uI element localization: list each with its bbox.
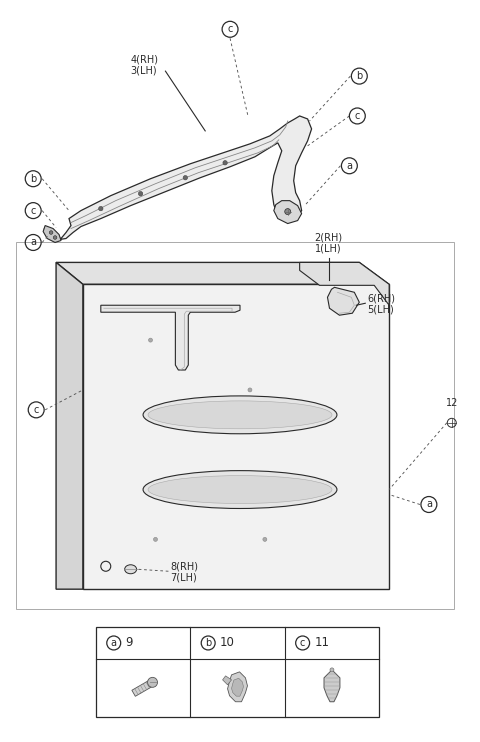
Polygon shape [56,263,83,589]
Text: c: c [228,24,233,34]
Circle shape [147,677,157,687]
Ellipse shape [143,396,337,434]
Circle shape [53,236,57,239]
Polygon shape [56,263,389,284]
Text: b: b [30,174,36,184]
Circle shape [223,160,227,165]
Polygon shape [300,263,389,305]
Bar [16,243,454,609]
Polygon shape [83,284,389,589]
Text: a: a [426,499,432,510]
Text: 4(RH): 4(RH) [131,54,158,64]
Ellipse shape [148,401,332,429]
Polygon shape [231,678,243,696]
Ellipse shape [143,470,337,508]
Circle shape [285,209,291,214]
Text: a: a [111,638,117,648]
Text: b: b [205,638,211,648]
Circle shape [49,231,53,234]
Text: a: a [30,237,36,248]
Ellipse shape [125,565,137,574]
Circle shape [148,338,153,342]
Bar [96,627,379,717]
Circle shape [154,537,157,542]
Polygon shape [223,676,231,685]
Circle shape [183,176,188,180]
Text: 3(LH): 3(LH) [131,65,157,75]
Polygon shape [101,305,240,370]
Text: 1(LH): 1(LH) [314,243,341,254]
Circle shape [263,537,267,542]
Text: 8(RH): 8(RH) [170,561,198,571]
Polygon shape [327,287,360,315]
Text: 5(LH): 5(LH) [367,304,394,314]
Text: c: c [300,638,305,648]
Circle shape [98,206,103,211]
Polygon shape [132,680,154,696]
Text: a: a [347,161,352,171]
Text: c: c [355,111,360,121]
Text: 10: 10 [220,637,235,649]
Text: 2(RH): 2(RH) [314,232,343,243]
Ellipse shape [148,476,332,504]
Polygon shape [274,200,301,223]
Circle shape [248,388,252,392]
Text: c: c [31,206,36,216]
Circle shape [330,668,334,672]
Text: 11: 11 [314,637,330,649]
Text: 7(LH): 7(LH) [170,572,197,582]
Polygon shape [228,672,248,702]
Text: 6(RH): 6(RH) [367,293,395,303]
Polygon shape [44,116,312,240]
Text: b: b [356,71,362,81]
Text: 9: 9 [126,637,133,649]
Text: c: c [34,405,39,415]
Polygon shape [43,226,61,243]
Circle shape [138,191,143,196]
Text: 12: 12 [446,398,458,408]
Polygon shape [324,670,340,702]
